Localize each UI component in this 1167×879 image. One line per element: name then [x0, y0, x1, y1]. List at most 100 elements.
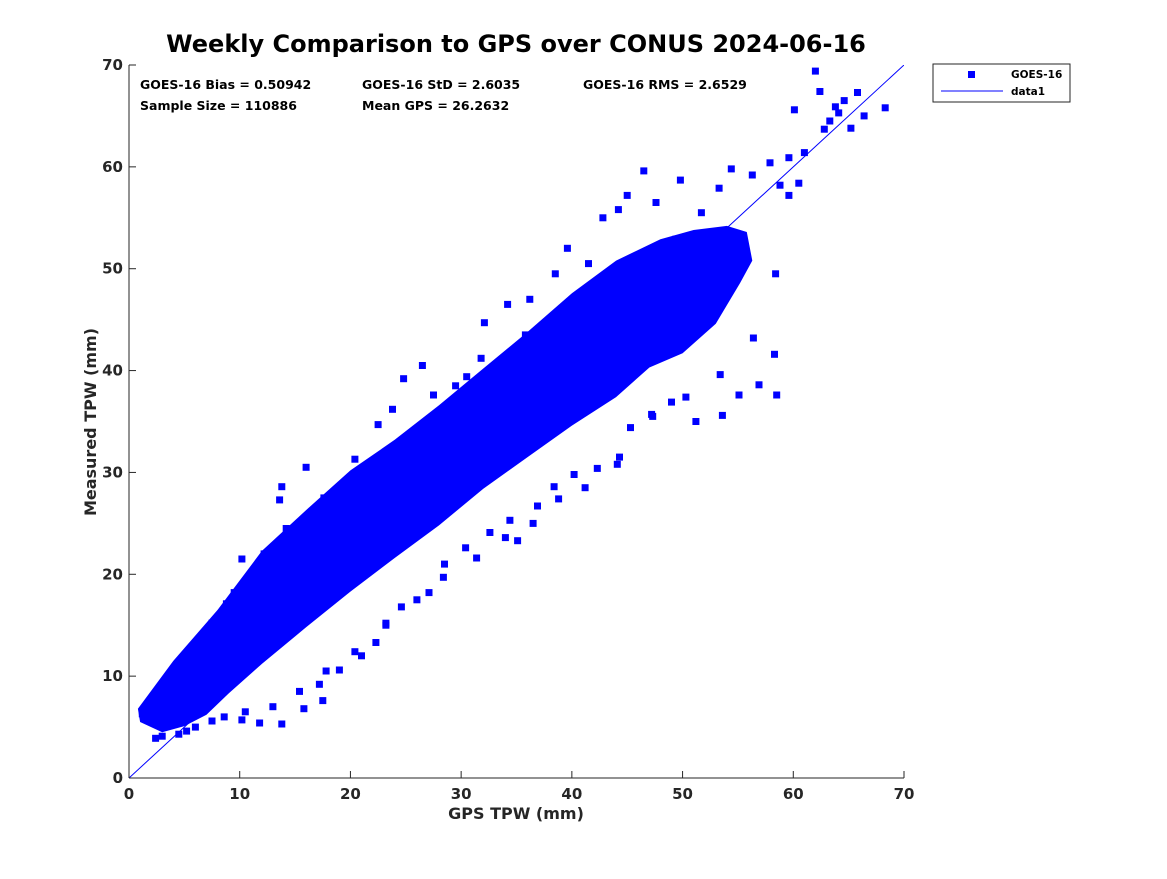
scatter-point — [570, 471, 578, 478]
scatter-point — [361, 486, 369, 494]
scatter-point — [382, 619, 390, 627]
y-axis-ticks: 0 10 20 30 40 50 60 70 — [102, 56, 136, 787]
scatter-point — [308, 530, 316, 537]
x-tick-label: 40 — [561, 785, 582, 803]
scatter-point — [641, 249, 649, 257]
scatter-point — [220, 713, 228, 721]
scatter-point — [748, 171, 756, 179]
scatter-point — [625, 262, 633, 270]
statistics-annotations: GOES-16 Bias = 0.50942 GOES-16 StD = 2.6… — [140, 77, 747, 113]
scatter-point — [847, 124, 855, 132]
scatter-point — [640, 167, 648, 175]
scatter-point — [831, 103, 839, 111]
scatter-point — [854, 89, 861, 96]
scatter-point — [424, 420, 432, 427]
scatter-point — [400, 375, 408, 383]
scatter-point — [718, 411, 726, 419]
scatter-point — [397, 603, 405, 611]
scatter-point — [360, 463, 368, 471]
y-tick-label: 20 — [102, 565, 123, 583]
scatter-point — [616, 453, 623, 461]
scatter-point — [452, 382, 460, 390]
scatter-point — [267, 587, 275, 595]
x-tick-label: 30 — [451, 785, 472, 803]
x-tick-label: 0 — [124, 785, 134, 803]
scatter-point — [320, 494, 328, 502]
scatter-point — [734, 230, 742, 238]
scatter-point — [439, 573, 447, 581]
scatter-point — [374, 421, 382, 429]
scatter-point — [766, 159, 774, 167]
bias-annotation: GOES-16 Bias = 0.50942 — [140, 77, 311, 92]
x-tick-label: 20 — [340, 785, 361, 803]
scatter-point — [504, 300, 512, 308]
scatter-point — [826, 117, 834, 125]
scatter-point — [222, 600, 230, 608]
scatter-point — [772, 270, 780, 278]
scatter-point — [682, 393, 690, 401]
scatter-point — [727, 165, 735, 173]
scatter-point — [532, 329, 540, 337]
scatter-point — [208, 619, 216, 627]
scatter-point — [506, 516, 514, 524]
scatter-point — [514, 537, 522, 545]
scatter-point — [138, 710, 146, 718]
scatter-point — [335, 666, 343, 674]
scatter-point — [672, 235, 680, 243]
scatter-point — [648, 410, 656, 418]
scatter-point — [703, 229, 711, 237]
scatter-point — [441, 560, 448, 568]
scatter-point — [231, 630, 239, 638]
y-tick-label: 40 — [102, 362, 123, 380]
legend-box — [932, 63, 1071, 103]
scatter-point — [614, 206, 622, 214]
scatter-point — [152, 734, 160, 742]
scatter-points — [138, 67, 889, 742]
scatter-point — [668, 398, 675, 406]
scatter-point — [389, 405, 396, 413]
scatter-point — [413, 596, 421, 604]
scatter-point — [346, 496, 354, 504]
scatter-point — [430, 391, 437, 399]
scatter-point — [278, 483, 286, 491]
scatter-point — [755, 381, 763, 389]
scatter-point — [302, 463, 310, 471]
scatter-point — [392, 459, 400, 467]
y-tick-label: 60 — [102, 158, 123, 176]
scatter-point — [550, 483, 558, 491]
scatter-point — [687, 232, 695, 240]
scatter-point — [358, 652, 365, 660]
scatter-point — [676, 176, 684, 184]
scatter-point — [623, 191, 631, 199]
reference-line-group — [129, 65, 904, 778]
scatter-point — [238, 555, 246, 563]
scatter-point — [771, 350, 778, 358]
scatter-point — [183, 727, 191, 735]
scatter-point — [407, 438, 415, 446]
y-axis-label: Measured TPW (mm) — [81, 328, 100, 516]
scatter-point — [331, 514, 339, 522]
scatter-point — [480, 319, 488, 327]
scatter-point — [790, 106, 798, 114]
scatter-point — [548, 315, 556, 323]
scatter-point — [276, 496, 284, 504]
scatter-point — [881, 104, 889, 112]
scatter-point — [735, 391, 743, 399]
scatter-point — [610, 268, 618, 276]
y-tick-label: 0 — [113, 769, 123, 787]
scatter-point — [351, 455, 359, 463]
x-axis-ticks: 0 10 20 30 40 50 60 70 — [124, 771, 914, 803]
scatter-point — [534, 502, 541, 510]
std-annotation: GOES-16 StD = 2.6035 — [362, 77, 520, 92]
scatter-point — [486, 529, 494, 536]
scatter-point — [269, 703, 277, 711]
scatter-point — [462, 544, 470, 552]
scatter-point — [175, 730, 183, 738]
scatter-point — [627, 424, 634, 432]
scatter-point — [300, 705, 308, 713]
scatter-point — [186, 648, 194, 656]
scatter-point — [800, 149, 808, 157]
legend-goes16-label: GOES-16 — [1011, 69, 1062, 81]
scatter-point — [579, 289, 587, 297]
